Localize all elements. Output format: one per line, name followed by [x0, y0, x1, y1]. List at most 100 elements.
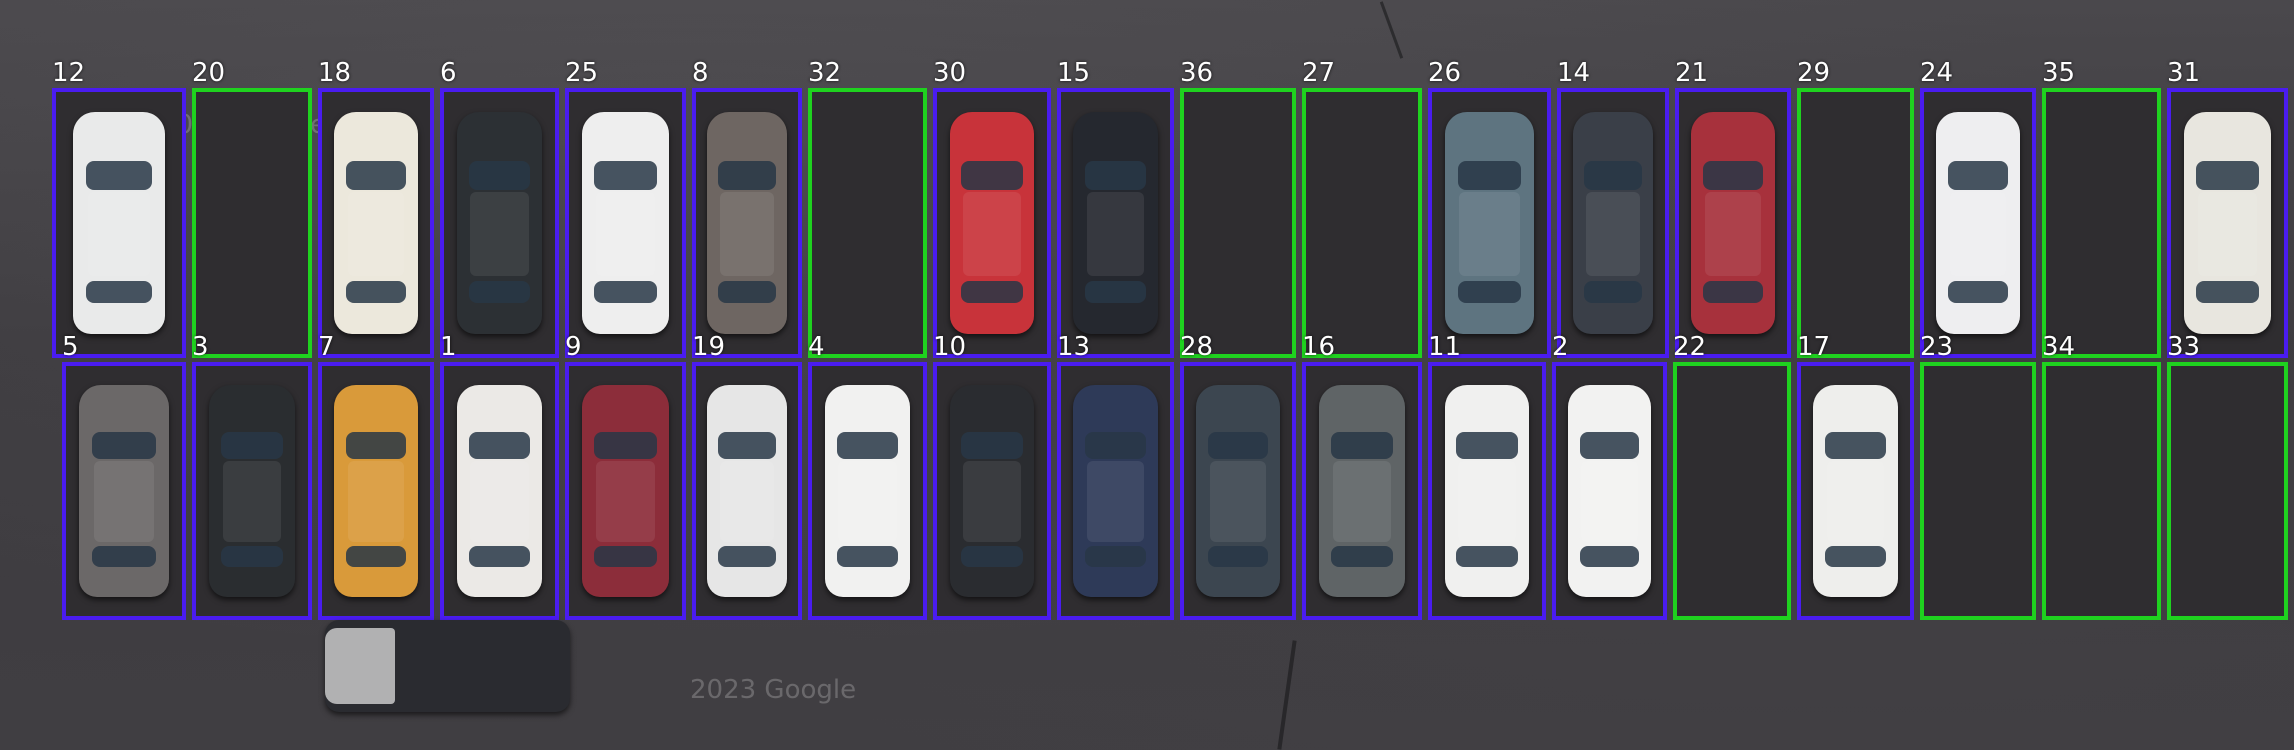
parked-car	[2183, 112, 2272, 334]
occupied-slot-box	[565, 362, 686, 620]
occupied-slot-box	[192, 362, 312, 620]
slot-number-label: 24	[1920, 58, 1954, 88]
parked-car	[707, 385, 787, 597]
slot-number-label: 20	[192, 58, 226, 88]
occupied-slot-box	[1675, 88, 1791, 358]
slot-number-label: 36	[1180, 58, 1214, 88]
parked-car	[208, 385, 296, 597]
slot-number-label: 10	[933, 332, 967, 362]
occupied-slot-box	[692, 362, 802, 620]
occupied-slot-box	[692, 88, 802, 358]
occupied-slot-box	[318, 362, 434, 620]
parking-stall-surface	[1799, 90, 1912, 356]
slot-number-label: 4	[808, 332, 825, 362]
slot-number-label: 35	[2042, 58, 2076, 88]
slot-number-label: 32	[808, 58, 842, 88]
slot-number-label: 13	[1057, 332, 1091, 362]
parked-car	[1073, 112, 1158, 334]
free-slot-box	[1920, 362, 2036, 620]
slot-number-label: 30	[933, 58, 967, 88]
parked-car	[1444, 385, 1530, 597]
parking-stall-surface	[1304, 90, 1420, 356]
slot-number-label: 5	[62, 332, 79, 362]
slot-number-label: 29	[1797, 58, 1831, 88]
parked-car	[1936, 112, 2020, 334]
free-slot-box	[2042, 88, 2161, 358]
occupied-slot-box	[808, 362, 927, 620]
map-watermark: 2023 Google	[690, 675, 857, 705]
slot-number-label: 9	[565, 332, 582, 362]
occupied-slot-box	[2167, 88, 2288, 358]
occupied-slot-box	[1302, 362, 1422, 620]
parked-car	[1073, 385, 1158, 597]
parking-stall-surface	[1922, 364, 2034, 618]
occupied-slot-box	[1428, 88, 1551, 358]
free-slot-box	[1302, 88, 1422, 358]
parked-car	[824, 385, 911, 597]
occupied-slot-box	[1057, 362, 1174, 620]
parked-car	[73, 112, 165, 334]
slot-number-label: 19	[692, 332, 726, 362]
parking-stall-surface	[2169, 364, 2286, 618]
occupied-slot-box	[933, 88, 1051, 358]
parked-car	[79, 385, 169, 597]
slot-number-label: 28	[1180, 332, 1214, 362]
slot-number-label: 11	[1428, 332, 1462, 362]
slot-number-label: 23	[1920, 332, 1954, 362]
occupied-slot-box	[1180, 362, 1296, 620]
parked-car	[949, 385, 1035, 597]
parking-stall-surface	[810, 90, 925, 356]
parked-car	[1813, 385, 1898, 597]
occupied-slot-box	[440, 362, 559, 620]
parking-stall-surface	[2044, 90, 2159, 356]
slot-number-label: 8	[692, 58, 709, 88]
slot-number-label: 17	[1797, 332, 1831, 362]
parked-car	[456, 385, 543, 597]
occupied-slot-box	[318, 88, 434, 358]
pavement-crack	[1277, 640, 1297, 750]
free-slot-box	[2042, 362, 2161, 620]
parked-car	[949, 112, 1035, 334]
parked-car	[334, 385, 418, 597]
slot-number-label: 21	[1675, 58, 1709, 88]
slot-number-label: 33	[2167, 332, 2201, 362]
occupied-slot-box	[933, 362, 1051, 620]
free-slot-box	[1673, 362, 1791, 620]
parked-car	[1568, 385, 1651, 597]
parked-car	[456, 112, 543, 334]
slot-number-label: 2	[1552, 332, 1569, 362]
parked-car	[1196, 385, 1280, 597]
slot-number-label: 25	[565, 58, 599, 88]
slot-number-label: 27	[1302, 58, 1336, 88]
slot-number-label: 15	[1057, 58, 1091, 88]
slot-number-label: 6	[440, 58, 457, 88]
slot-number-label: 14	[1557, 58, 1591, 88]
occupied-slot-box	[1920, 88, 2036, 358]
parked-car	[1691, 112, 1775, 334]
free-slot-box	[192, 88, 312, 358]
occupied-slot-box	[1557, 88, 1669, 358]
slot-number-label: 3	[192, 332, 209, 362]
parked-car	[707, 112, 787, 334]
parking-stall-surface	[1182, 90, 1294, 356]
parking-stall-surface	[1675, 364, 1789, 618]
slot-number-label: 22	[1673, 332, 1707, 362]
slot-number-label: 16	[1302, 332, 1336, 362]
parked-car	[581, 385, 670, 597]
pavement-crack	[1379, 1, 1404, 59]
free-slot-box	[1797, 88, 1914, 358]
occupied-slot-box	[440, 88, 559, 358]
slot-number-label: 34	[2042, 332, 2076, 362]
free-slot-box	[808, 88, 927, 358]
parked-car	[1572, 112, 1654, 334]
parked-car	[581, 112, 670, 334]
parked-car	[1318, 385, 1406, 597]
slot-number-label: 7	[318, 332, 335, 362]
free-slot-box	[2167, 362, 2288, 620]
occupied-slot-box	[1552, 362, 1667, 620]
slot-number-label: 18	[318, 58, 352, 88]
moving-vehicle	[325, 620, 570, 712]
occupied-slot-box	[62, 362, 186, 620]
occupied-slot-box	[1797, 362, 1914, 620]
